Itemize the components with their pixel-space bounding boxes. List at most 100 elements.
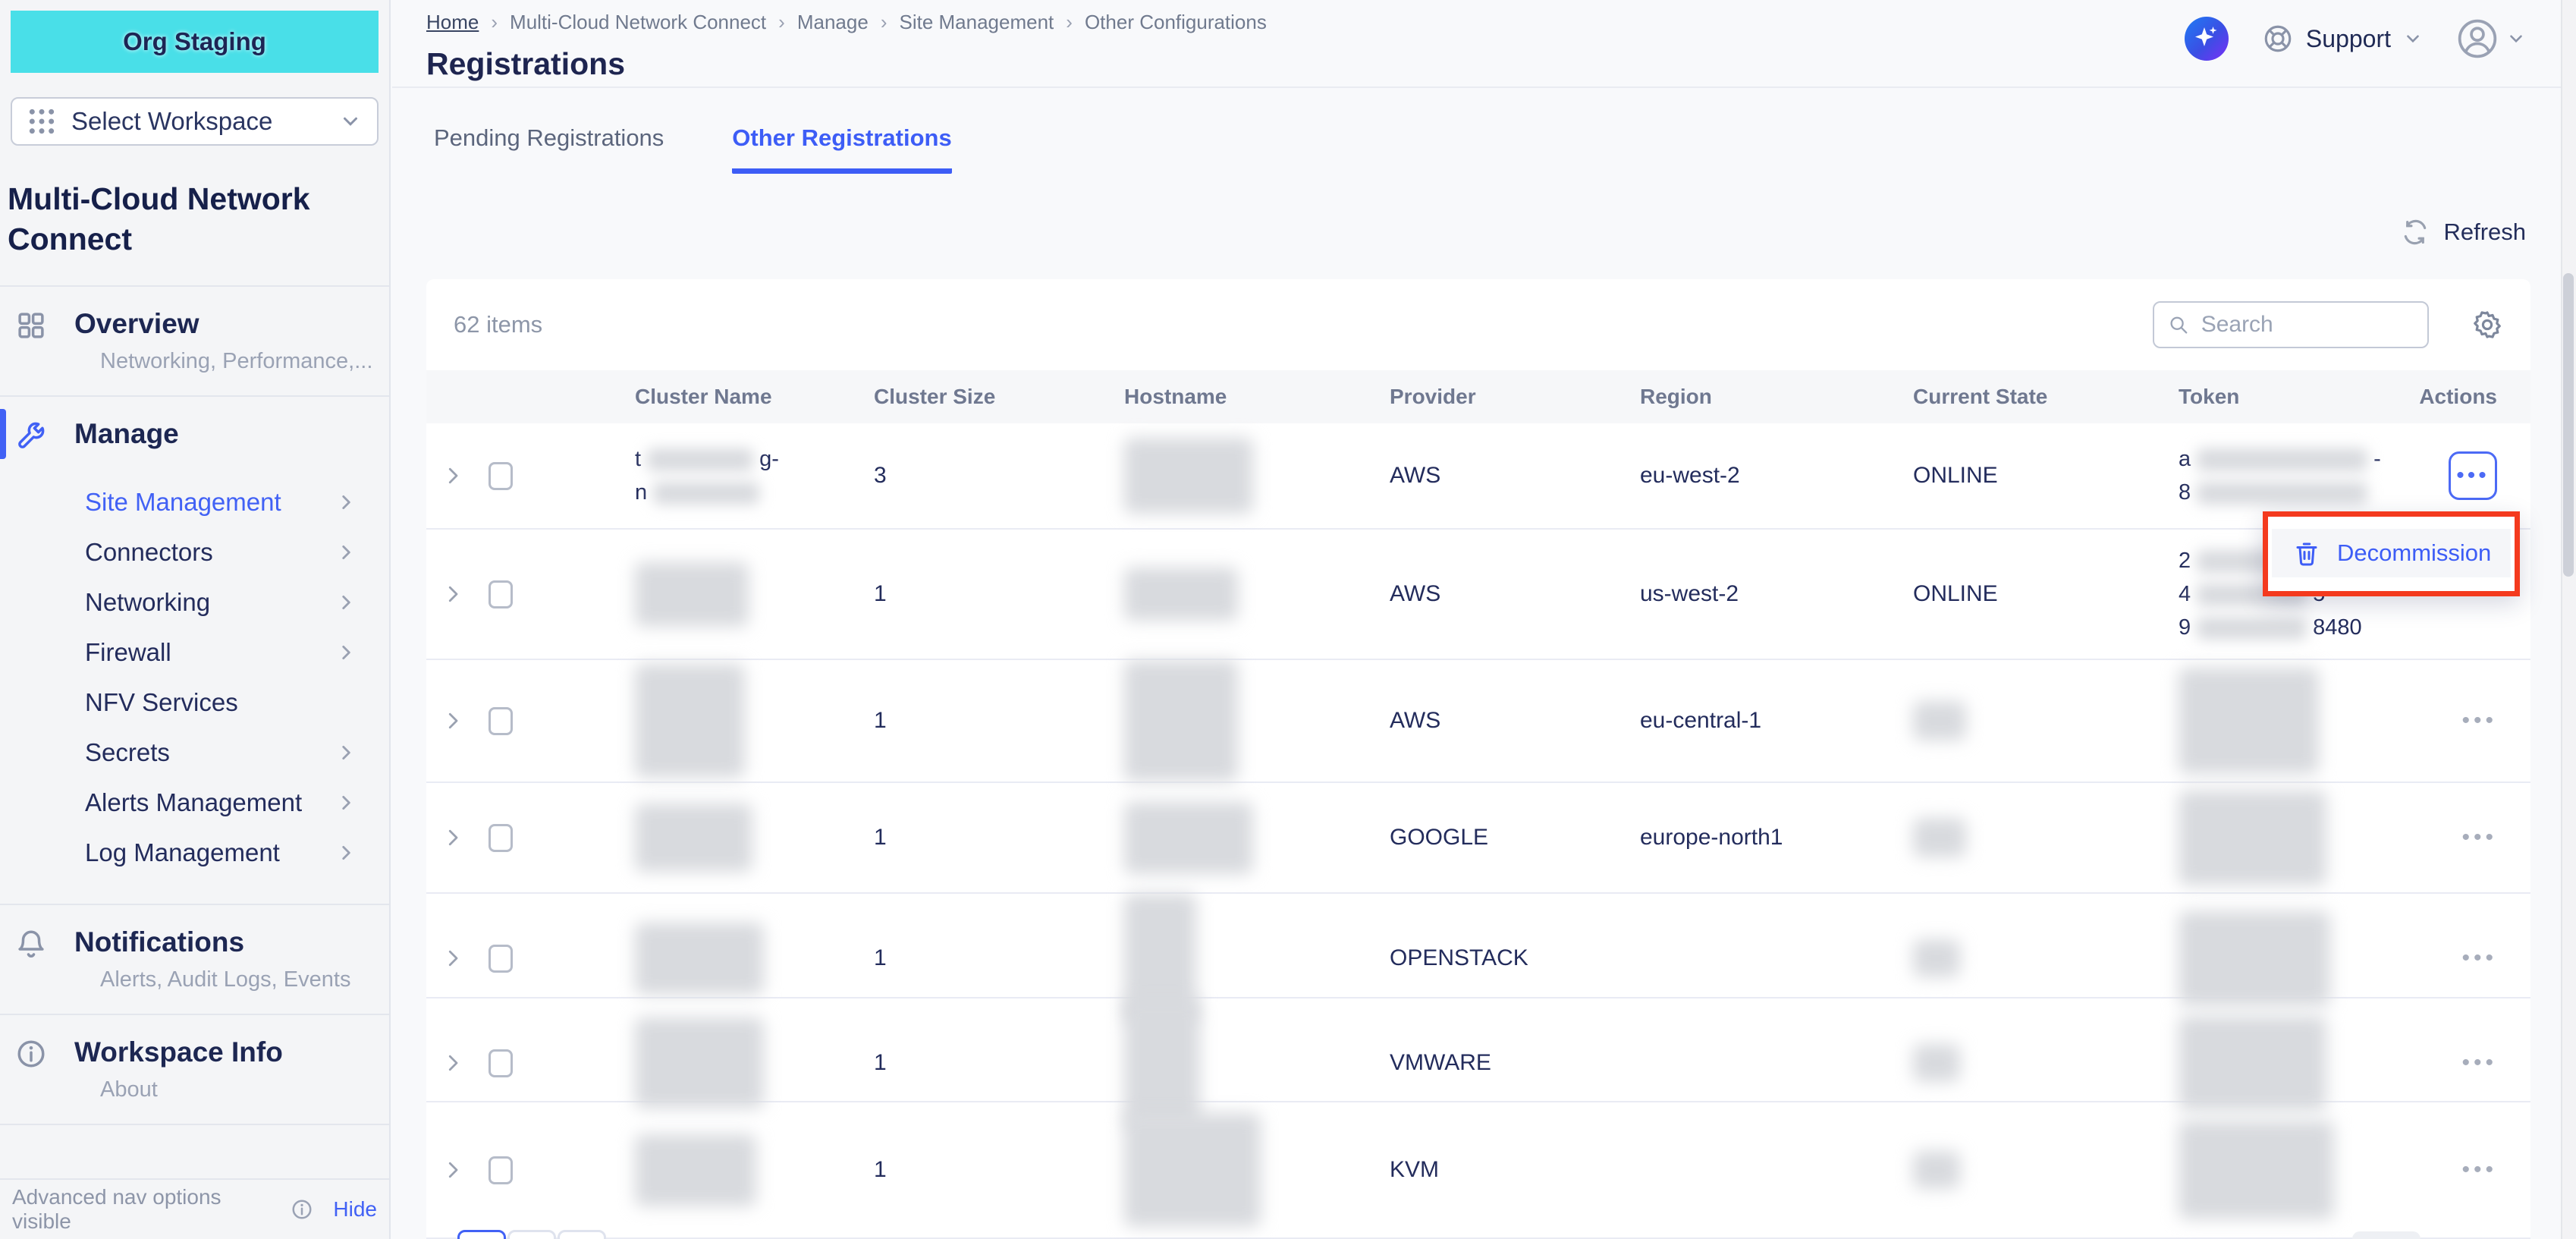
token-cell xyxy=(2091,1121,2410,1219)
sidebar-subitem-secrets[interactable]: Secrets xyxy=(15,728,374,778)
chevron-down-icon xyxy=(2510,35,2522,43)
page-button[interactable] xyxy=(457,1230,506,1239)
column-header-cluster-name: Cluster Name xyxy=(635,385,772,408)
annotation-box: Decommission xyxy=(2263,511,2520,596)
sidebar-item-head[interactable]: Overview xyxy=(15,307,374,341)
table-row: 1 GOOGLE europe-north1 ••• xyxy=(426,783,2530,894)
sidebar-item-overview[interactable]: Overview Networking, Performance,... xyxy=(0,287,389,397)
row-actions-button[interactable]: ••• xyxy=(2461,1050,2497,1075)
refresh-label: Refresh xyxy=(2443,219,2526,245)
sidebar-item-manage[interactable]: Manage Site Management Connectors Networkin… xyxy=(0,397,389,905)
token-cell xyxy=(2091,1015,2410,1111)
decommission-menu-item[interactable]: Decommission xyxy=(2272,529,2511,577)
breadcrumb-link[interactable]: Site Management xyxy=(899,11,1054,33)
cluster-name-redacted xyxy=(647,448,754,472)
sidebar-item-head[interactable]: Workspace Info xyxy=(15,1035,374,1070)
row-checkbox[interactable] xyxy=(488,706,513,735)
workspace-selector[interactable]: Select Workspace xyxy=(11,97,379,146)
workspace-selector-label: Select Workspace xyxy=(71,107,273,135)
ai-assistant-icon[interactable] xyxy=(2184,17,2229,61)
sidebar-nav: Overview Networking, Performance,... Manag… xyxy=(0,285,389,1125)
page-header: Home › Multi-Cloud Network Connect › Manage ›… xyxy=(392,0,2576,88)
tab-bar: Pending Registrations Other Registrations xyxy=(392,88,2576,174)
row-checkbox[interactable] xyxy=(488,1156,513,1184)
cluster-size-cell: 1 xyxy=(874,708,887,733)
product-title: Multi-Cloud Network Connect xyxy=(8,181,310,256)
sidebar-subnav: Site Management Connectors Networking Firew… xyxy=(15,477,374,878)
current-state-cell xyxy=(1826,1151,2091,1189)
hostname-cell xyxy=(1037,568,1302,621)
tab-pending-registrations[interactable]: Pending Registrations xyxy=(434,124,664,151)
support-menu[interactable]: Support xyxy=(2262,23,2423,55)
breadcrumb-link[interactable]: Manage xyxy=(796,11,869,33)
wrench-icon xyxy=(15,420,47,451)
row-checkbox[interactable] xyxy=(488,944,513,973)
sidebar-item-notifications[interactable]: Notifications Alerts, Audit Logs, Events xyxy=(0,905,389,1015)
sidebar-subitem-log-management[interactable]: Log Management xyxy=(15,828,374,878)
expand-row-button[interactable] xyxy=(441,947,464,970)
token-cell xyxy=(2091,790,2410,885)
cluster-name-cell xyxy=(536,922,787,995)
sidebar-subitem-label: Site Management xyxy=(85,488,281,516)
current-state-redacted xyxy=(1913,939,1960,977)
sidebar-item-workspace-info[interactable]: Workspace Info About xyxy=(0,1015,389,1125)
row-checkbox[interactable] xyxy=(488,823,513,852)
cluster-name-redacted xyxy=(635,1134,756,1206)
region-cell: eu-west-2 xyxy=(1640,463,1740,488)
bell-icon xyxy=(15,928,47,960)
page-button[interactable] xyxy=(558,1230,606,1239)
chevron-right-icon xyxy=(448,1055,458,1071)
page-button[interactable] xyxy=(507,1230,556,1239)
row-actions-button-open[interactable]: ••• xyxy=(2449,451,2497,500)
row-checkbox[interactable] xyxy=(488,461,513,490)
expand-row-button[interactable] xyxy=(441,583,464,605)
sidebar-subitem-connectors[interactable]: Connectors xyxy=(15,527,374,577)
row-checkbox[interactable] xyxy=(488,580,513,608)
row-checkbox[interactable] xyxy=(488,1049,513,1077)
sidebar-subitem-label: Secrets xyxy=(85,738,170,766)
token-redacted xyxy=(2179,1121,2334,1219)
row-actions-button[interactable]: ••• xyxy=(2461,825,2497,850)
expand-row-button[interactable] xyxy=(441,1159,464,1181)
expand-row-button[interactable] xyxy=(441,826,464,849)
hostname-redacted xyxy=(1124,1113,1261,1227)
hide-nav-link[interactable]: Hide xyxy=(333,1197,377,1221)
sidebar-subitem-label: NFV Services xyxy=(85,688,238,716)
row-actions-button[interactable]: ••• xyxy=(2461,1157,2497,1182)
row-actions-button[interactable]: ••• xyxy=(2461,945,2497,970)
sidebar-item-subtitle: Networking, Performance,... xyxy=(100,349,373,373)
expand-row-button[interactable] xyxy=(441,709,464,732)
chevron-right-icon xyxy=(336,643,356,662)
pagination-control[interactable] xyxy=(2352,1231,2420,1239)
chevron-right-icon xyxy=(448,829,458,846)
refresh-button[interactable]: Refresh xyxy=(2401,218,2526,247)
breadcrumb-link[interactable]: Home xyxy=(426,11,479,33)
region-cell: eu-central-1 xyxy=(1640,708,1762,733)
breadcrumb-link[interactable]: Other Configurations xyxy=(1084,11,1267,33)
expand-row-button[interactable] xyxy=(441,464,464,487)
scrollbar-thumb[interactable] xyxy=(2563,273,2574,577)
items-count: 62 items xyxy=(454,311,543,338)
tab-other-registrations[interactable]: Other Registrations xyxy=(732,124,952,174)
user-menu[interactable] xyxy=(2456,17,2526,60)
token-redacted xyxy=(2197,617,2307,640)
sidebar-subitem-networking[interactable]: Networking xyxy=(15,577,374,627)
sidebar-subitem-alerts-management[interactable]: Alerts Management xyxy=(15,778,374,828)
checkbox-cell xyxy=(479,823,536,852)
sidebar-subitem-site-management[interactable]: Site Management xyxy=(15,477,374,527)
gear-icon[interactable] xyxy=(2471,309,2503,341)
breadcrumb-separator: › xyxy=(880,11,887,33)
actions-cell: ••• xyxy=(2461,1157,2530,1183)
sidebar-item-head[interactable]: Notifications xyxy=(15,925,374,960)
actions-cell: ••• xyxy=(2461,1050,2530,1076)
sidebar-item-head[interactable]: Manage xyxy=(15,417,374,451)
chevron-right-icon xyxy=(448,467,458,484)
row-actions-button[interactable]: ••• xyxy=(2461,708,2497,733)
expand-row-button[interactable] xyxy=(441,1052,464,1074)
cluster-name-line: n xyxy=(635,476,787,509)
sidebar-subitem-firewall[interactable]: Firewall xyxy=(15,627,374,678)
search-input[interactable] xyxy=(2201,312,2414,338)
sidebar-subitem-nfv-services[interactable]: NFV Services xyxy=(15,678,374,728)
breadcrumb: Home › Multi-Cloud Network Connect › Manage ›… xyxy=(426,11,2576,34)
breadcrumb-link[interactable]: Multi-Cloud Network Connect xyxy=(510,11,767,33)
